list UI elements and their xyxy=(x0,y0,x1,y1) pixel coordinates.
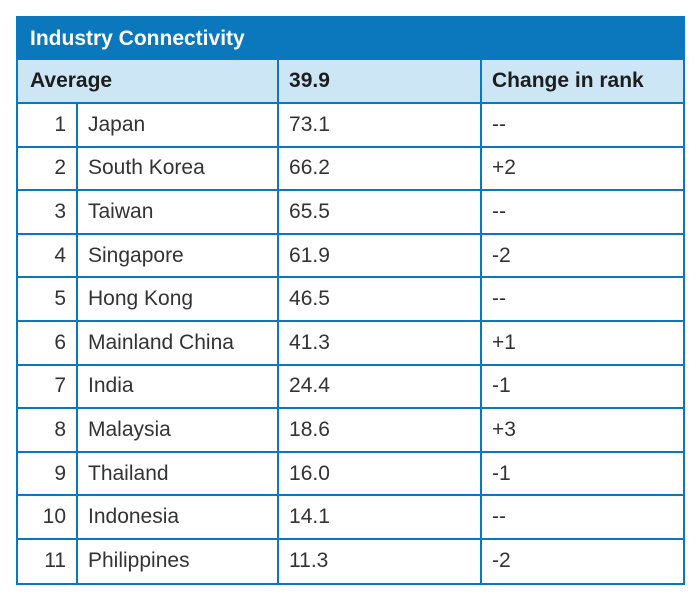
rank-cell: 5 xyxy=(18,277,78,322)
value-cell: 14.1 xyxy=(278,495,483,540)
table-row: 9 Thailand 16.0 -1 xyxy=(18,451,683,497)
rank-cell: 2 xyxy=(18,146,78,192)
rank-cell: 3 xyxy=(18,190,78,235)
value-cell: 41.3 xyxy=(278,320,483,366)
rank-cell: 10 xyxy=(18,495,78,540)
value-cell: 61.9 xyxy=(278,233,483,279)
industry-connectivity-table: Industry Connectivity Average 39.9 Chang… xyxy=(16,16,685,585)
change-cell: -- xyxy=(481,277,683,322)
rank-cell: 11 xyxy=(18,538,78,583)
rank-cell: 6 xyxy=(18,320,78,366)
value-cell: 16.0 xyxy=(278,451,483,497)
value-cell: 46.5 xyxy=(278,277,483,322)
table-row: 10 Indonesia 14.1 -- xyxy=(18,495,683,540)
table-body: 1 Japan 73.1 -- 2 South Korea 66.2 +2 3 … xyxy=(18,103,683,583)
table-row: 2 South Korea 66.2 +2 xyxy=(18,146,683,192)
change-cell: -- xyxy=(481,495,683,540)
change-cell: +1 xyxy=(481,320,683,366)
header-change-in-rank: Change in rank xyxy=(481,60,683,104)
country-cell: Indonesia xyxy=(77,495,280,540)
header-average-value: 39.9 xyxy=(278,60,483,104)
value-cell: 24.4 xyxy=(278,364,483,410)
country-cell: Taiwan xyxy=(77,190,280,235)
rank-cell: 9 xyxy=(18,451,78,497)
table-row: 6 Mainland China 41.3 +1 xyxy=(18,320,683,366)
table-row: 11 Philippines 11.3 -2 xyxy=(18,538,683,583)
rank-cell: 8 xyxy=(18,408,78,453)
table-row: 7 India 24.4 -1 xyxy=(18,364,683,410)
table-row: 3 Taiwan 65.5 -- xyxy=(18,190,683,235)
value-cell: 65.5 xyxy=(278,190,483,235)
country-cell: South Korea xyxy=(77,146,280,192)
value-cell: 11.3 xyxy=(278,538,483,583)
table-row: 1 Japan 73.1 -- xyxy=(18,103,683,148)
change-cell: +2 xyxy=(481,146,683,192)
table-row: 5 Hong Kong 46.5 -- xyxy=(18,277,683,322)
country-cell: Hong Kong xyxy=(77,277,280,322)
rank-cell: 1 xyxy=(18,103,78,148)
change-cell: +3 xyxy=(481,408,683,453)
change-cell: -- xyxy=(481,190,683,235)
country-cell: Mainland China xyxy=(77,320,280,366)
country-cell: Thailand xyxy=(77,451,280,497)
change-cell: -1 xyxy=(481,451,683,497)
country-cell: India xyxy=(77,364,280,410)
country-cell: Singapore xyxy=(77,233,280,279)
rank-cell: 4 xyxy=(18,233,78,279)
value-cell: 73.1 xyxy=(278,103,483,148)
country-cell: Philippines xyxy=(77,538,280,583)
change-cell: -- xyxy=(481,103,683,148)
header-average-label: Average xyxy=(18,60,280,104)
table-title: Industry Connectivity xyxy=(18,18,683,60)
header-row: Average 39.9 Change in rank xyxy=(18,60,683,104)
data-table: Average 39.9 Change in rank 1 Japan 73.1… xyxy=(18,60,683,583)
country-cell: Japan xyxy=(77,103,280,148)
change-cell: -1 xyxy=(481,364,683,410)
table-row: 8 Malaysia 18.6 +3 xyxy=(18,408,683,453)
change-cell: -2 xyxy=(492,549,511,573)
rank-cell: 7 xyxy=(18,364,78,410)
value-cell: 66.2 xyxy=(278,146,483,192)
change-cell: -2 xyxy=(481,233,683,279)
table-row: 4 Singapore 61.9 -2 xyxy=(18,233,683,279)
country-cell: Malaysia xyxy=(77,408,280,453)
value-cell: 18.6 xyxy=(278,408,483,453)
